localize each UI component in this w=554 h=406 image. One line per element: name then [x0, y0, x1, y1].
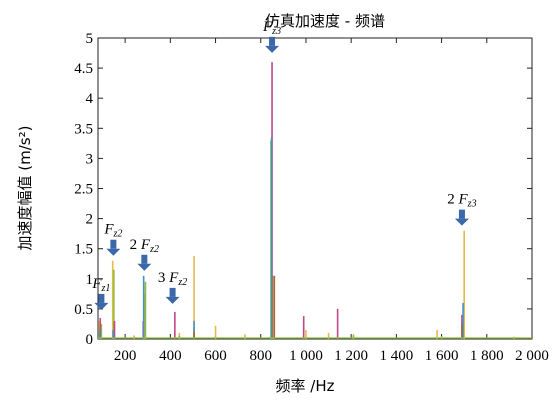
y-tick-label: 1.5 [74, 242, 93, 258]
arrow-shaft [269, 36, 276, 46]
arrow-shaft [169, 287, 176, 297]
y-tick-label: 0.5 [74, 302, 93, 318]
plot-box [97, 37, 533, 340]
x-tick-label: 1 800 [470, 348, 504, 364]
series-layer [98, 62, 532, 339]
peak-label: 3 Fz2 [158, 270, 187, 288]
arrow-shaft [141, 254, 148, 264]
y-tick-label: 2.5 [74, 182, 93, 198]
peak-annotation: Fz3 [262, 19, 281, 53]
y-tick-label: 5 [86, 31, 94, 47]
y-tick-label: 4 [86, 91, 94, 107]
series-2 [99, 62, 463, 339]
x-tick-label: 200 [114, 348, 137, 364]
peak-label: Fz3 [262, 19, 281, 37]
x-axis-ticks: 200 400 600 800 1 000 1 200 1 400 1 600 1 800 2 0… [114, 38, 549, 364]
plot-frame [97, 37, 533, 340]
peak-annotation: 2 Fz3 [447, 192, 477, 226]
arrow-down-icon [454, 218, 469, 226]
y-tick-label: 2 [86, 212, 94, 228]
peak-annotation: Fz2 [103, 222, 122, 256]
x-tick-label: 400 [159, 348, 182, 364]
y-axis-label: 加速度幅值 (m/s²) [16, 126, 34, 251]
x-tick-label: 1 200 [334, 348, 368, 364]
arrow-down-icon [165, 296, 180, 304]
y-tick-label: 3.5 [74, 121, 93, 137]
x-axis-label: 频率 /Hz [276, 377, 335, 395]
peak-annotation: 3 Fz2 [158, 270, 187, 304]
arrow-shaft [458, 209, 465, 219]
chart-title: 仿真加速度 - 频谱 [265, 12, 385, 30]
peak-label: Fz2 [103, 222, 122, 240]
y-tick-label: 4.5 [74, 61, 93, 77]
peak-label: Fz1 [91, 276, 110, 294]
y-tick-label: 1 [86, 272, 94, 288]
x-tick-label: 1 600 [425, 348, 459, 364]
peak-annotation: Fz1 [91, 276, 110, 310]
arrow-down-icon [106, 248, 121, 256]
series-4 [193, 275, 463, 339]
x-tick-label: 600 [204, 348, 227, 364]
y-tick-label: 0 [86, 332, 94, 348]
arrow-down-icon [265, 45, 280, 53]
peak-label: 2 Fz2 [130, 237, 159, 255]
peak-label: 2 Fz3 [447, 192, 476, 210]
x-tick-label: 800 [250, 348, 273, 364]
y-tick-label: 3 [86, 151, 94, 167]
x-tick-label: 1 000 [289, 348, 323, 364]
peak-annotation: 2 Fz2 [130, 237, 159, 271]
arrow-down-icon [137, 263, 152, 271]
arrow-shaft [98, 293, 105, 303]
x-tick-label: 1 400 [380, 348, 414, 364]
arrow-down-icon [94, 302, 109, 310]
annotation-layer: Fz1 Fz2 2 Fz2 3 Fz2 Fz3 2 Fz3 [91, 19, 477, 310]
x-tick-label: 2 000 [515, 348, 549, 364]
series-3 [99, 137, 464, 339]
arrow-shaft [110, 239, 117, 249]
